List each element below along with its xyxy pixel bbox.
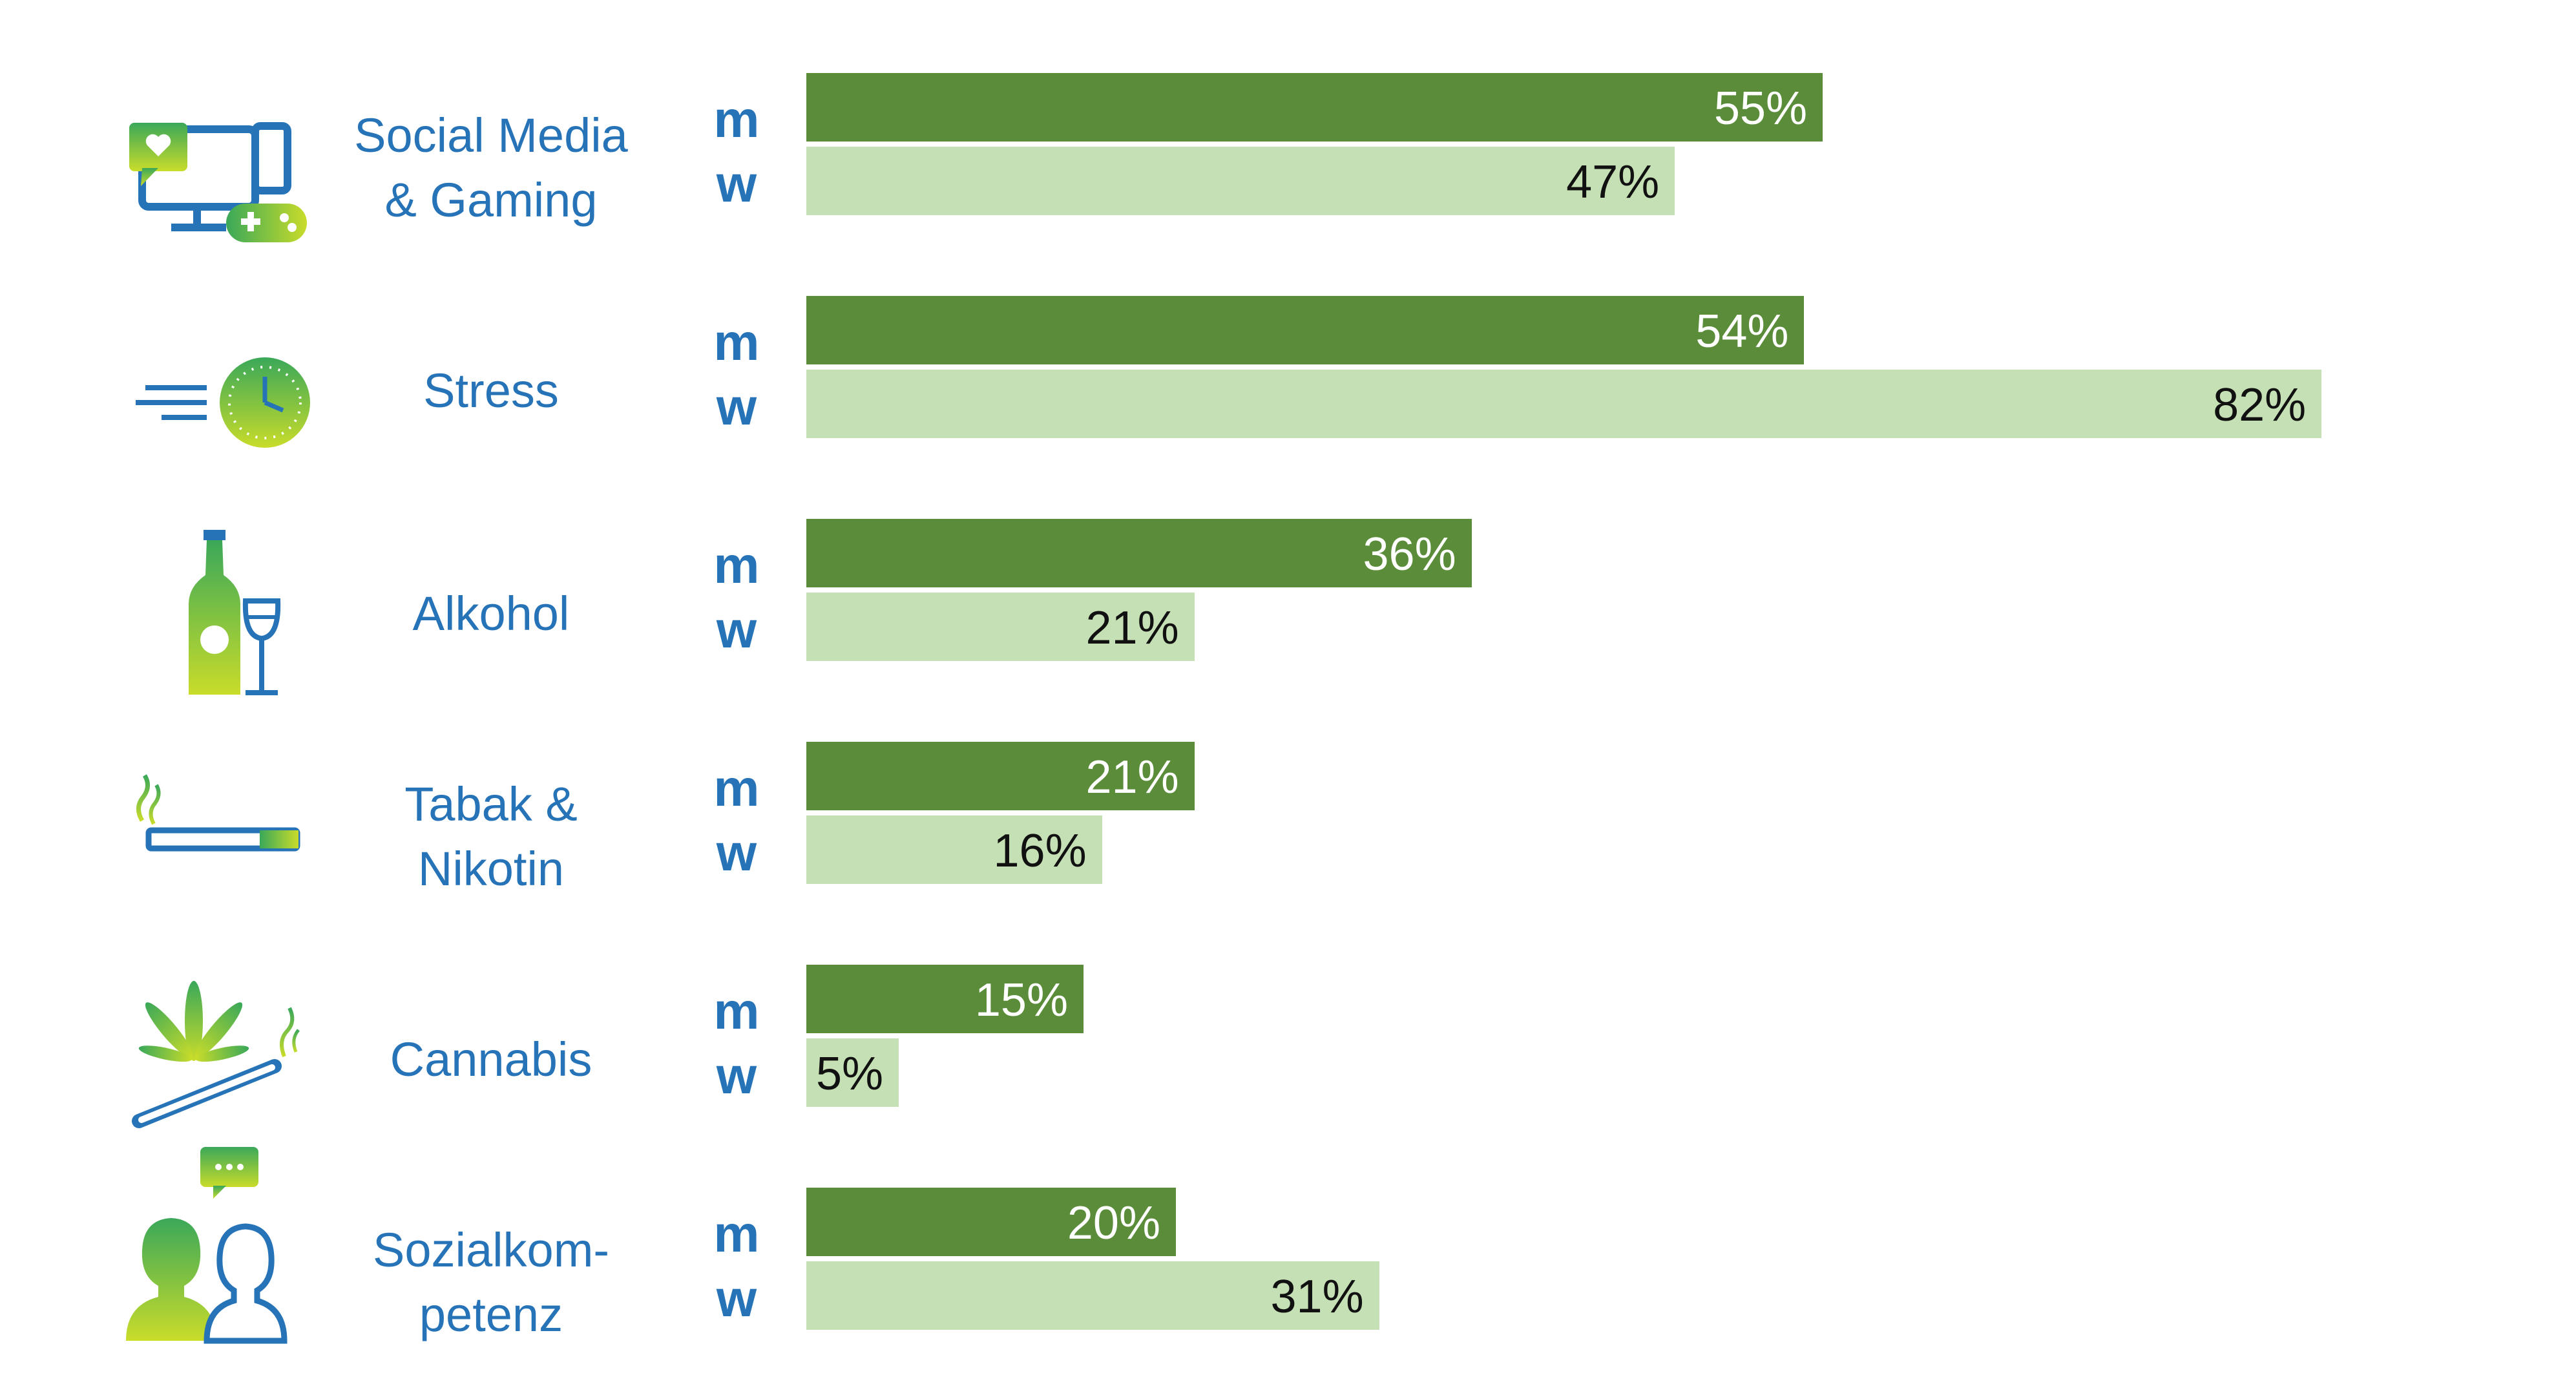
chart-row: Alkohol m w 36% 21% xyxy=(0,504,2576,724)
cigarette-icon xyxy=(123,753,310,927)
cannabis-leaf-icon xyxy=(123,976,310,1150)
series-label-m: m xyxy=(713,313,760,371)
category-label: Tabak & Nikotin xyxy=(404,777,578,896)
series-label-w: w xyxy=(716,824,757,881)
clock-speed-icon xyxy=(123,307,310,481)
series-label-m: m xyxy=(713,536,760,594)
bar-value-label: 55% xyxy=(1713,83,1807,134)
chart-row: Stress m w 54% 82% xyxy=(0,281,2576,501)
series-label-w: w xyxy=(716,378,757,436)
series-label-m: m xyxy=(713,90,760,148)
series-label-m: m xyxy=(713,982,760,1040)
category-label: Stress xyxy=(423,364,559,418)
bar-value-label: 54% xyxy=(1695,306,1789,357)
bar-w: 5% xyxy=(806,1038,899,1107)
bar-value-label: 21% xyxy=(1085,602,1179,654)
category-label: Sozialkom- petenz xyxy=(373,1223,609,1341)
series-label-w: w xyxy=(716,1047,757,1104)
people-chat-icon xyxy=(123,1147,310,1347)
bar-value-label: 31% xyxy=(1270,1271,1364,1323)
devices-gaming-icon xyxy=(123,84,310,258)
bar-value-label: 15% xyxy=(974,974,1068,1026)
bar-w: 21% xyxy=(806,593,1195,661)
bar-m: 21% xyxy=(806,742,1195,810)
bar-value-label: 36% xyxy=(1363,529,1456,580)
bar-value-label: 82% xyxy=(2213,379,2307,431)
series-label-w: w xyxy=(716,1270,757,1327)
bar-value-label: 21% xyxy=(1085,751,1179,803)
series-label-m: m xyxy=(713,759,760,817)
chart-row: Cannabis m w 15% 5% xyxy=(0,950,2576,1170)
bar-m: 15% xyxy=(806,965,1084,1033)
bar-value-label: 5% xyxy=(815,1048,883,1100)
bar-w: 47% xyxy=(806,147,1675,215)
bar-w: 31% xyxy=(806,1261,1379,1330)
series-label-w: w xyxy=(716,601,757,658)
series-label-m: m xyxy=(713,1205,760,1263)
bottle-glass-icon xyxy=(123,530,310,704)
bar-value-label: 20% xyxy=(1067,1197,1160,1249)
bar-value-label: 47% xyxy=(1566,156,1660,208)
bar-value-label: 16% xyxy=(993,825,1087,877)
bar-m: 20% xyxy=(806,1188,1176,1256)
bar-m: 55% xyxy=(806,73,1823,142)
series-label-w: w xyxy=(716,155,757,213)
bar-w: 16% xyxy=(806,815,1102,884)
bar-w: 82% xyxy=(806,370,2322,438)
chart-row: Sozialkom- petenz m w 20% 31% xyxy=(0,1147,2576,1392)
bar-m: 54% xyxy=(806,296,1805,364)
category-label: Social Media & Gaming xyxy=(354,109,628,227)
category-label: Cannabis xyxy=(390,1033,592,1087)
chart-row: Tabak & Nikotin m w 21% 16% xyxy=(0,727,2576,947)
category-label: Alkohol xyxy=(412,587,570,641)
bar-m: 36% xyxy=(806,519,1472,587)
chart-row: Social Media & Gaming m w 55% 47% xyxy=(0,58,2576,278)
